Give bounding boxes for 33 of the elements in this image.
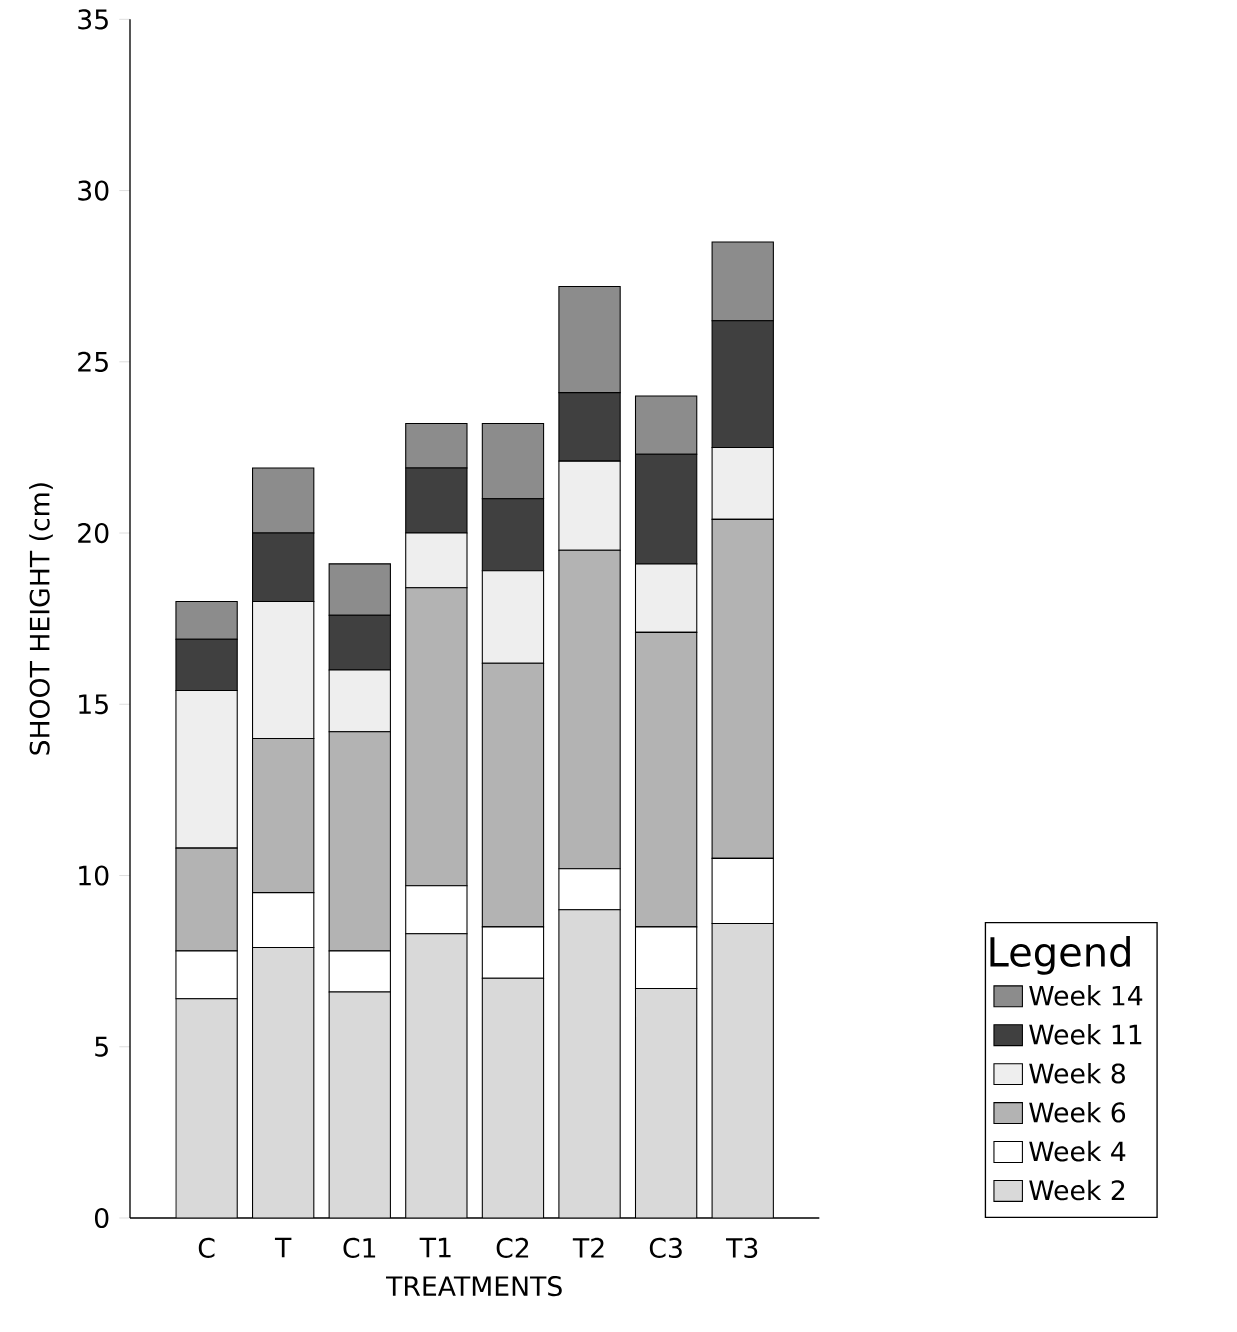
bar — [481, 977, 544, 1218]
legend-label: Week 11 — [1029, 1024, 1142, 1045]
y-tick-label: 20 — [78, 522, 109, 544]
x-tick-label: T3 — [725, 1237, 758, 1258]
x-tick-label: C2 — [496, 1237, 528, 1258]
y-tick-label: 0 — [94, 1207, 109, 1229]
legend-title: Legend — [990, 936, 1130, 975]
y-tick-label: 35 — [78, 9, 108, 30]
legend-label: Week 14 — [1029, 985, 1143, 1006]
bar — [634, 988, 698, 1218]
x-tick-label: T — [274, 1237, 292, 1258]
y-tick-label: 15 — [79, 694, 108, 715]
y-tick-label: 5 — [95, 1036, 108, 1057]
x-tick-label: C1 — [343, 1237, 375, 1258]
legend-label: Week 8 — [1029, 1062, 1125, 1084]
x-tick-label: T1 — [419, 1237, 451, 1258]
y-axis-title: SHOOT HEIGHT (cm) — [28, 483, 53, 755]
bar — [711, 922, 774, 1218]
y-tick-label: 30 — [78, 180, 109, 201]
bar — [175, 998, 238, 1218]
x-tick-label: C — [198, 1237, 215, 1258]
x-tick-label: C3 — [649, 1237, 682, 1258]
bar — [251, 946, 315, 1218]
bar — [558, 909, 621, 1218]
y-tick-label: 10 — [79, 865, 109, 886]
x-axis-title: TREATMENTS — [385, 1276, 562, 1297]
bar — [328, 991, 391, 1218]
legend-label: Week 6 — [1029, 1101, 1125, 1123]
legend-label: Week 2 — [1029, 1179, 1124, 1201]
legend-label: Week 4 — [1029, 1140, 1126, 1162]
x-tick-label: T2 — [572, 1237, 604, 1258]
bar — [405, 933, 468, 1218]
y-tick-label: 25 — [78, 351, 108, 372]
